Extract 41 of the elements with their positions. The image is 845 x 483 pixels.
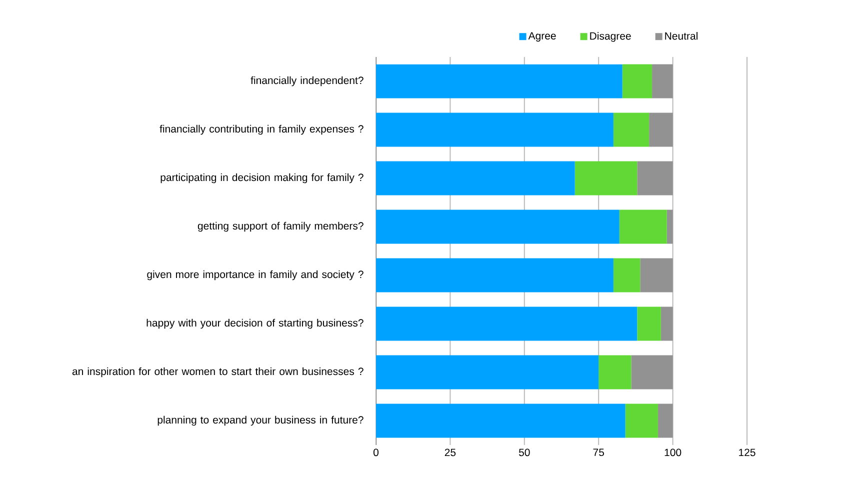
legend-label: Disagree (590, 32, 631, 42)
bar (574, 161, 638, 196)
y-tick-label: participating in decision making for family ? (160, 173, 364, 184)
y-tick-label: planning to expand your business in future? (158, 416, 364, 426)
x-tick-label: 50 (518, 448, 530, 456)
bar (622, 64, 652, 98)
bar (625, 404, 658, 438)
x-tick-label: 75 (593, 448, 604, 456)
x-tick-label: 0 (373, 448, 379, 456)
y-tick-label: financially contributing in family expenses ? (160, 124, 364, 135)
bar (640, 258, 673, 292)
bar (376, 355, 599, 390)
legend-label: Neutral (665, 32, 698, 40)
bar (649, 112, 673, 147)
bar (376, 64, 622, 98)
y-tick-label: given more importance in family and society ? (147, 270, 364, 280)
y-tick-label: getting support of family members? (198, 222, 364, 232)
bar (613, 258, 640, 292)
y-tick-label: an inspiration for other women to start their own businesses ? (72, 367, 364, 378)
bar (652, 64, 673, 98)
bar (376, 112, 614, 147)
bar (637, 161, 673, 196)
bar (376, 161, 575, 196)
bar (658, 404, 673, 438)
y-tick-label: financially independent? (250, 76, 364, 86)
bar (619, 210, 667, 244)
bar (660, 306, 673, 341)
bar (376, 258, 614, 292)
bar (376, 210, 620, 244)
bar (598, 355, 632, 390)
bar (631, 355, 673, 390)
x-tick-label: 25 (444, 448, 456, 456)
legend-label: Agree (528, 32, 556, 42)
x-tick-label: 125 (739, 448, 756, 456)
bar (613, 112, 650, 147)
bar (376, 404, 626, 438)
bar (666, 210, 673, 244)
x-tick-label: 100 (664, 448, 682, 456)
y-tick-label: happy with your decision of starting business? (146, 318, 364, 329)
bar (637, 306, 661, 341)
bar (376, 306, 638, 341)
